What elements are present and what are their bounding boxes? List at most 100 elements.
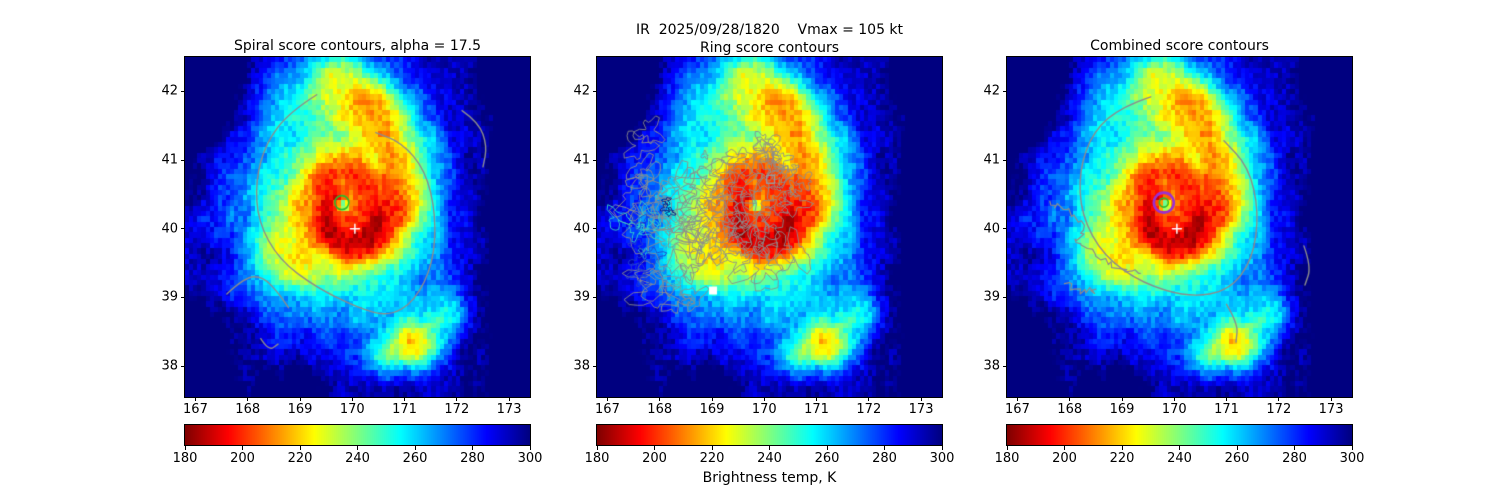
x-tick-label-170: 170 <box>751 402 777 417</box>
tick-mark <box>816 397 818 401</box>
y-tick-label-40: 40 <box>983 221 1000 237</box>
tick-mark <box>456 397 458 401</box>
y-tick-label-41: 41 <box>983 152 1000 168</box>
tick-mark <box>1278 397 1280 401</box>
y-tick-label-41: 41 <box>161 152 178 168</box>
colorbar-tick-label-280: 280 <box>1282 451 1307 466</box>
panel-title-spiral: Spiral score contours, alpha = 17.5 <box>233 38 482 54</box>
tick-mark <box>1226 397 1228 401</box>
y-tick-label-40: 40 <box>573 221 590 237</box>
tick-mark <box>769 446 770 450</box>
tick-mark <box>247 397 249 401</box>
tick-mark <box>711 397 713 401</box>
colorbar-tick-label-300: 300 <box>1339 451 1365 466</box>
tick-mark <box>194 397 196 401</box>
x-tick-label-170: 170 <box>339 402 365 417</box>
tick-mark <box>414 446 416 450</box>
tick-mark <box>868 397 870 401</box>
tick-mark <box>763 397 765 401</box>
tick-mark <box>404 397 406 401</box>
y-tick-label-39: 39 <box>573 289 590 305</box>
colorbar-tick-label-280: 280 <box>872 451 897 466</box>
y-tick-label-41: 41 <box>573 152 590 168</box>
tick-mark <box>1016 397 1018 401</box>
panel-combined-score: Combined score contours 167 168 169 170 171 1… <box>983 0 1364 500</box>
tick-mark <box>1006 446 1008 450</box>
x-tick-label-169: 169 <box>699 402 725 417</box>
tick-mark <box>711 446 713 450</box>
x-tick-label-173: 173 <box>908 402 934 417</box>
colorbar-tick-label-260: 260 <box>402 451 428 466</box>
colorbar <box>1006 424 1353 446</box>
x-tick-label-171: 171 <box>392 402 417 417</box>
tick-mark <box>242 446 243 450</box>
y-tick-label-39: 39 <box>161 289 178 305</box>
tick-mark <box>1173 397 1175 401</box>
x-tick-label-171: 171 <box>804 402 829 417</box>
tick-mark <box>884 446 885 450</box>
x-tick-label-171: 171 <box>1214 402 1239 417</box>
combined-contour-overlay <box>1007 57 1352 397</box>
colorbar-tick-label-240: 240 <box>757 451 782 466</box>
tick-mark <box>596 446 598 450</box>
x-tick-label-173: 173 <box>496 402 522 417</box>
tick-mark <box>351 397 353 401</box>
tick-mark <box>1236 446 1238 450</box>
x-tick-label-167: 167 <box>595 402 620 417</box>
y-tick-label-39: 39 <box>983 289 1000 305</box>
panel-spiral-score: Spiral score contours, alpha = 17.5 167 1… <box>161 0 542 500</box>
y-tick-label-38: 38 <box>161 358 178 374</box>
x-tick-label-168: 168 <box>235 402 261 417</box>
x-tick-label-169: 169 <box>1109 402 1135 417</box>
tick-mark <box>1179 446 1180 450</box>
tick-mark <box>529 446 531 450</box>
colorbar-tick-label-240: 240 <box>1167 451 1192 466</box>
colorbar-tick-label-300: 300 <box>929 451 955 466</box>
colorbar-tick-label-280: 280 <box>460 451 485 466</box>
panel-title-combined: Combined score contours <box>1090 38 1269 54</box>
x-tick-label-169: 169 <box>287 402 313 417</box>
y-tick-label-42: 42 <box>161 83 178 99</box>
colorbar-tick-label-240: 240 <box>345 451 370 466</box>
y-tick-label-40: 40 <box>161 221 178 237</box>
tick-mark <box>1330 397 1332 401</box>
x-tick-label-167: 167 <box>1005 402 1030 417</box>
y-tick-label-42: 42 <box>573 83 590 99</box>
panel-title-ring: Ring score contours <box>699 40 839 56</box>
colorbar-tick-label-180: 180 <box>584 451 610 466</box>
x-tick-label-173: 173 <box>1318 402 1344 417</box>
figure-suptitle: IR 2025/09/28/1820 Vmax = 105 kt <box>635 22 904 38</box>
colorbar <box>596 424 943 446</box>
y-tick-label-38: 38 <box>983 358 1000 374</box>
colorbar-tick-label-180: 180 <box>172 451 198 466</box>
tick-mark <box>826 446 828 450</box>
tick-mark <box>508 397 510 401</box>
x-tick-label-170: 170 <box>1161 402 1187 417</box>
tick-mark <box>941 446 943 450</box>
tick-mark <box>606 397 608 401</box>
colorbar-tick-label-260: 260 <box>814 451 840 466</box>
tick-mark <box>659 397 661 401</box>
panel-ring-score: Ring score contours 167 168 169 170 171 172 17… <box>573 0 954 500</box>
x-tick-label-172: 172 <box>1266 402 1292 417</box>
colorbar <box>184 424 531 446</box>
colorbar-axis-label: Brightness temp, K <box>702 470 837 486</box>
tick-mark <box>1064 446 1065 450</box>
colorbar-tick-label-260: 260 <box>1224 451 1250 466</box>
tick-mark <box>654 446 655 450</box>
colorbar-tick-label-200: 200 <box>230 451 255 466</box>
tick-mark <box>1069 397 1071 401</box>
tick-mark <box>1294 446 1295 450</box>
spiral-contour-overlay <box>185 57 530 397</box>
tick-mark <box>357 446 358 450</box>
x-tick-label-168: 168 <box>647 402 673 417</box>
y-tick-label-42: 42 <box>983 83 1000 99</box>
tick-mark <box>1351 446 1353 450</box>
y-tick-label-38: 38 <box>573 358 590 374</box>
x-tick-label-172: 172 <box>856 402 882 417</box>
tick-mark <box>472 446 473 450</box>
colorbar-tick-label-220: 220 <box>287 451 313 466</box>
tick-mark <box>1121 397 1123 401</box>
ring-contour-overlay <box>597 57 942 397</box>
